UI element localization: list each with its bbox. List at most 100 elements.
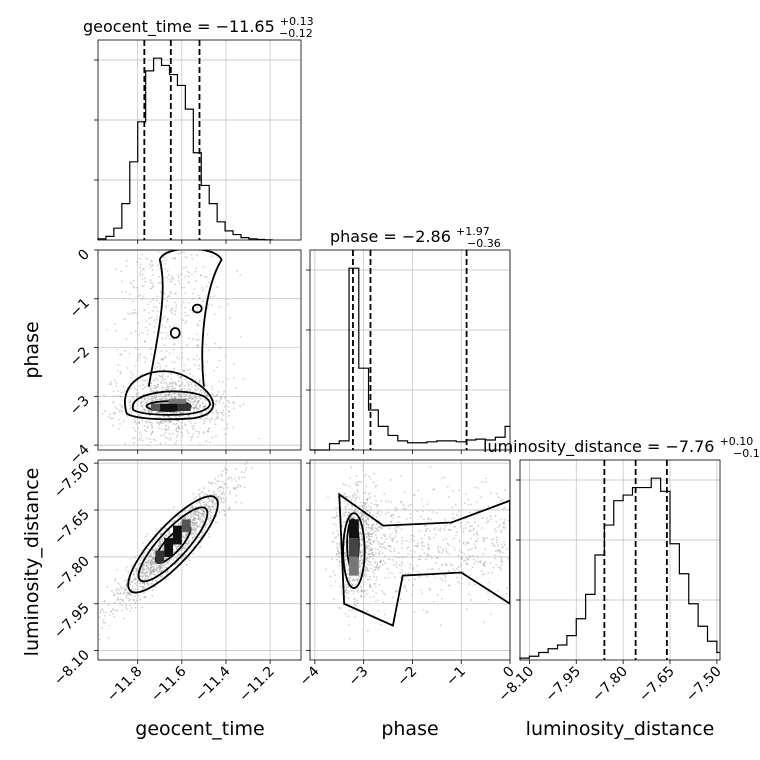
sample-point [164, 442, 167, 444]
sample-point [168, 421, 171, 424]
sample-point [159, 421, 162, 424]
sample-point [141, 248, 143, 250]
sample-point [172, 277, 175, 280]
sample-point [222, 497, 225, 499]
sample-point [150, 564, 152, 567]
sample-point [172, 348, 175, 351]
sample-point [197, 294, 200, 297]
sample-point [198, 400, 200, 403]
sample-point [163, 412, 166, 414]
sample-point [210, 482, 213, 485]
sample-point [484, 548, 487, 551]
sample-point [394, 530, 397, 533]
sample-point [467, 504, 469, 506]
sample-point [221, 381, 224, 383]
sample-point [183, 393, 186, 395]
sample-point [477, 524, 480, 527]
sample-point [465, 543, 468, 546]
sample-point [130, 607, 133, 610]
sample-point [165, 332, 168, 335]
sample-point [409, 517, 412, 519]
sample-point [190, 514, 193, 517]
sample-point [512, 593, 514, 595]
sample-point [170, 558, 173, 560]
sample-point [203, 515, 206, 518]
sample-point [365, 551, 368, 554]
sample-point [394, 561, 397, 563]
sample-point [218, 486, 220, 489]
sample-point [174, 292, 177, 295]
sample-point [233, 477, 236, 480]
sample-point [175, 304, 178, 307]
sample-point [381, 590, 384, 592]
sample-point [468, 555, 471, 557]
sample-point [186, 389, 189, 392]
sample-point [177, 394, 180, 397]
sample-point [139, 384, 141, 387]
sample-point [145, 572, 148, 575]
sample-point [121, 604, 124, 607]
sample-point [144, 574, 147, 577]
sample-point [138, 563, 141, 566]
sample-point [365, 544, 368, 547]
sample-point [379, 545, 381, 548]
sample-point [392, 596, 395, 599]
sample-point [127, 594, 129, 596]
sample-point [194, 394, 197, 397]
sample-point [382, 601, 385, 604]
sample-point [192, 553, 195, 555]
sample-point [196, 354, 199, 357]
sample-point [334, 580, 337, 583]
sample-point [401, 556, 404, 559]
sample-point [222, 393, 224, 396]
sample-point [416, 545, 419, 548]
sample-point [165, 420, 167, 423]
sample-point [392, 538, 395, 541]
sample-point [141, 331, 144, 334]
sample-point [366, 509, 369, 511]
sample-point [162, 433, 165, 436]
sample-point [347, 586, 350, 589]
sample-point [193, 424, 195, 427]
sample-point [429, 465, 432, 468]
sample-point [506, 586, 509, 589]
sample-point [338, 564, 341, 567]
sample-point [185, 542, 187, 545]
sample-point [392, 513, 395, 516]
sample-point [422, 608, 425, 611]
sample-point [125, 566, 128, 569]
sample-point [341, 515, 344, 518]
sample-point [194, 511, 197, 514]
sample-point [427, 568, 430, 571]
sample-point [100, 445, 103, 448]
sample-point [156, 378, 159, 381]
sample-point [424, 525, 427, 527]
sample-point [186, 543, 189, 546]
sample-point [160, 570, 163, 572]
sample-point [201, 531, 204, 534]
sample-point [367, 517, 369, 520]
sample-point [370, 532, 373, 535]
sample-point [457, 566, 460, 569]
sample-point [198, 488, 200, 491]
sample-point [169, 373, 172, 376]
sample-point [360, 554, 363, 557]
sample-point [366, 517, 369, 520]
sample-point [198, 297, 201, 299]
sample-point [187, 385, 190, 387]
sample-point [125, 259, 128, 262]
sample-point [152, 557, 155, 560]
sample-point [476, 555, 479, 558]
sample-point [361, 554, 364, 557]
sample-point [428, 547, 430, 550]
sample-point [151, 556, 154, 559]
sample-point [192, 297, 194, 300]
sample-point [135, 569, 137, 572]
sample-point [172, 411, 175, 414]
sample-point [337, 555, 340, 558]
sample-point [378, 543, 381, 546]
density-bin [349, 519, 359, 539]
sample-point [143, 398, 146, 401]
sample-point [481, 481, 484, 484]
sample-point [228, 410, 231, 413]
